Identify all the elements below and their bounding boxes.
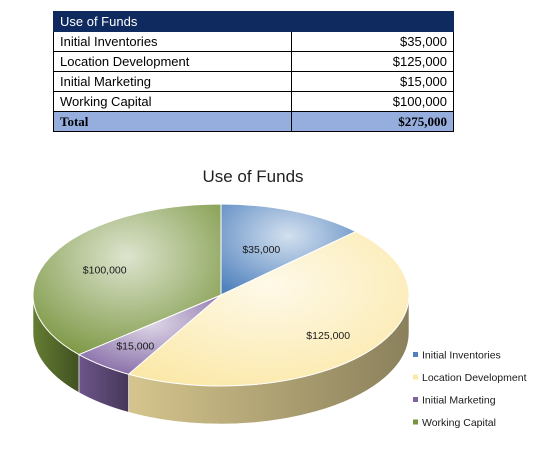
- row-label: Initial Inventories: [53, 31, 292, 52]
- table-row: Working Capital $100,000: [53, 91, 455, 112]
- chart-title: Use of Funds: [202, 167, 303, 186]
- table-row: Location Development $125,000: [53, 51, 455, 72]
- slice-data-label: $15,000: [116, 341, 154, 353]
- pie-slice-initial-inventories: [220, 203, 357, 296]
- legend-swatch: [413, 352, 418, 357]
- legend-swatch: [413, 419, 418, 425]
- table-row: Initial Marketing $15,000: [53, 71, 455, 92]
- row-label: Working Capital: [53, 91, 292, 112]
- total-label: Total: [53, 111, 292, 132]
- pie-slice-working-capital: [32, 203, 222, 356]
- legend-swatch: [413, 397, 418, 402]
- table-header-row: Use of Funds: [52, 11, 455, 32]
- pie-slice-location-development: [127, 231, 410, 387]
- slice-data-label: $100,000: [83, 264, 127, 276]
- legend-entry: Location Development: [422, 372, 527, 384]
- row-amount: $15,000: [290, 71, 455, 92]
- legend-swatch: [413, 374, 418, 380]
- legend-entry: Initial Marketing: [422, 395, 496, 407]
- legend: Initial Inventories Location Development I…: [413, 350, 527, 429]
- row-amount: $100,000: [290, 91, 455, 112]
- row-label: Initial Marketing: [53, 71, 292, 92]
- table-total-row: Total $275,000: [53, 111, 455, 132]
- use-of-funds-table: Use of Funds Initial Inventories $35,000…: [52, 11, 455, 132]
- row-label: Location Development: [53, 51, 292, 72]
- slice-data-label: $35,000: [242, 244, 280, 256]
- pie-chart: Use of Funds $35,000 $125,000 $15,000 $100,…: [32, 167, 527, 429]
- table-row: Initial Inventories $35,000: [53, 31, 455, 52]
- row-amount: $125,000: [290, 51, 455, 72]
- pie-plot-area: $35,000 $125,000 $15,000 $100,000: [32, 203, 410, 425]
- table-header: Use of Funds: [52, 11, 455, 32]
- total-amount: $275,000: [290, 111, 455, 132]
- slice-data-label: $125,000: [306, 330, 350, 342]
- legend-entry: Working Capital: [422, 417, 496, 429]
- row-amount: $35,000: [290, 31, 455, 52]
- legend-entry: Initial Inventories: [422, 350, 501, 362]
